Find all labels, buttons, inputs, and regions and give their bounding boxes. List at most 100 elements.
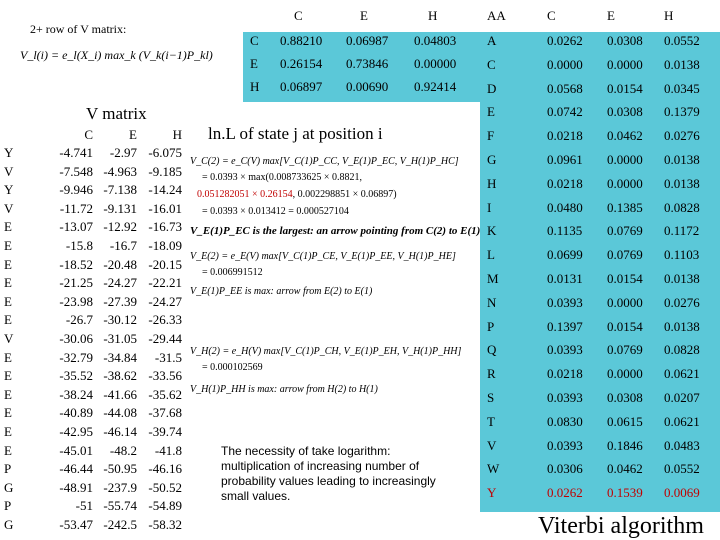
vc-line1: V_C(2) = e_C(V) max[V_C(1)P_CC, V_E(1)P_… <box>190 156 459 167</box>
vmatrix-cell: -242.5 <box>103 517 137 532</box>
vmatrix-cell: -14.24 <box>148 182 182 198</box>
transition-cell: 0.88210 <box>280 33 323 48</box>
emission-cell: 0.0262 <box>547 485 583 501</box>
vmatrix-row-label: E <box>4 424 12 439</box>
vmatrix-row-label: E <box>4 293 12 309</box>
vmatrix-col-header: E <box>129 127 137 142</box>
vmatrix-cell: -9.946 <box>59 182 93 198</box>
vmatrix-cell: -33.56 <box>148 368 182 384</box>
vmatrix-cell: -21.25 <box>59 275 93 291</box>
emission-cell: 0.0308 <box>607 33 643 48</box>
emission-cell: 0.1379 <box>664 104 700 120</box>
emission-cell: 0.0828 <box>664 199 700 215</box>
vmatrix-cell: -12.92 <box>103 219 137 235</box>
emission-cell: 0.0138 <box>664 175 700 191</box>
transition-row-label: E <box>250 56 258 71</box>
emission-cell: 0.0393 <box>547 390 583 405</box>
vmatrix-cell: -22.21 <box>148 275 182 291</box>
vmatrix-row-label: V <box>4 331 14 346</box>
vmatrix-cell: -16.01 <box>148 200 182 216</box>
vmatrix-row-label: E <box>4 219 12 235</box>
emission-cell: 0.0207 <box>664 390 700 405</box>
vmatrix-cell: -29.44 <box>148 331 182 346</box>
emission-cell: 0.0830 <box>547 413 583 429</box>
transition-row-label: C <box>250 33 259 48</box>
vc-line3-max: 0.051282051 × 0.26154 <box>197 189 293 200</box>
vmatrix-cell: -7.138 <box>103 182 137 198</box>
emission-cell: 0.1385 <box>607 199 643 215</box>
vmatrix-cell: -24.27 <box>148 293 182 309</box>
vmatrix-cell: -34.84 <box>103 349 137 365</box>
emission-row-label: I <box>487 199 492 215</box>
emission-row-label: R <box>487 366 496 382</box>
emission-cell: 0.0961 <box>547 152 583 167</box>
emission-cell: 0.0480 <box>547 199 583 215</box>
vmatrix-cell: -41.8 <box>154 442 182 458</box>
vmatrix-cell: -23.98 <box>59 293 93 309</box>
recurrence-formula: V_l(i) = e_l(X_i) max_k (V_k(i−1)P_kl) <box>20 48 213 62</box>
emission-row-label: F <box>487 128 495 144</box>
vmatrix-cell: -20.48 <box>103 256 137 272</box>
vmatrix-cell: -37.68 <box>148 405 182 421</box>
vmatrix-cell: -45.01 <box>59 442 93 458</box>
vmatrix-cell: -13.07 <box>59 219 93 235</box>
vmatrix-cell: -26.7 <box>65 312 93 328</box>
emission-cell: 0.0742 <box>547 104 583 120</box>
emission-cell: 0.0345 <box>664 80 700 96</box>
emission-cell: 0.0154 <box>607 271 643 286</box>
emission-col-header: E <box>607 8 615 23</box>
vc-line2: = 0.0393 × max(0.008733625 × 0.8821, <box>202 172 362 183</box>
vmatrix-cell: -50.95 <box>103 461 137 477</box>
vmatrix-cell: -48.2 <box>109 442 137 458</box>
vc-line3-rest: , 0.002298851 × 0.06897) <box>292 189 397 200</box>
vmatrix-cell: -30.06 <box>59 331 93 346</box>
vmatrix-cell: -46.16 <box>148 461 182 477</box>
vmatrix-row-label: G <box>4 517 14 532</box>
emission-table <box>480 0 720 512</box>
vmatrix-cell: -35.62 <box>148 386 182 402</box>
vmatrix-cell: -50.52 <box>148 479 182 495</box>
ve-note: V_E(1)P_EE is max: arrow from E(2) to E(… <box>190 286 373 297</box>
vmatrix-cell: -30.12 <box>103 312 137 328</box>
emission-cell: 0.0276 <box>664 294 700 310</box>
emission-row-label: K <box>487 223 497 239</box>
ve-line1: V_E(2) = e_E(V) max[V_C(1)P_CE, V_E(1)P_… <box>190 251 456 262</box>
vmatrix-cell: -27.39 <box>103 293 137 309</box>
emission-cell: 0.0828 <box>664 342 700 358</box>
emission-cell: 0.0769 <box>607 223 643 239</box>
vmatrix-col-header: C <box>84 127 93 142</box>
emission-cell: 0.0000 <box>607 175 643 191</box>
transition-cell: 0.06987 <box>346 33 389 48</box>
emission-cell: 0.0000 <box>607 366 643 382</box>
emission-cell: 0.0552 <box>664 33 700 48</box>
emission-row-label: M <box>487 271 499 286</box>
vmatrix-cell: -16.7 <box>109 238 137 253</box>
vmatrix-row-label: G <box>4 479 14 495</box>
vmatrix-cell: -46.44 <box>59 461 93 477</box>
emission-cell: 0.0552 <box>664 461 700 477</box>
emission-cell: 0.0138 <box>664 271 700 286</box>
emission-cell: 0.0462 <box>607 128 643 144</box>
vmatrix-row-label: E <box>4 312 12 328</box>
transition-row-label: H <box>250 79 260 94</box>
emission-cell: 0.0769 <box>607 342 643 358</box>
emission-cell: 0.1172 <box>664 223 700 239</box>
vmatrix-cell: -26.33 <box>148 312 182 328</box>
ve-line2: = 0.006991512 <box>202 267 263 278</box>
vh-line2: = 0.000102569 <box>202 362 263 373</box>
vmatrix-cell: -58.32 <box>148 517 182 532</box>
transition-cell: 0.26154 <box>280 56 323 71</box>
footer-title: Viterbi algorithm <box>538 513 704 539</box>
vmatrix-cell: -44.08 <box>103 405 137 421</box>
vmatrix-row-label: E <box>4 349 12 365</box>
emission-cell: 0.0276 <box>664 128 700 144</box>
transition-cell: 0.06897 <box>280 79 323 94</box>
vmatrix-cell: -55.74 <box>103 498 137 514</box>
vmatrix-cell: -4.963 <box>103 163 137 179</box>
emission-cell: 0.0131 <box>547 271 583 286</box>
emission-col-header: H <box>664 8 674 23</box>
emission-col-header: C <box>547 8 556 23</box>
emission-cell: 0.0699 <box>547 247 583 263</box>
vmatrix-cell: -20.15 <box>148 256 182 272</box>
vh-note: V_H(1)P_HH is max: arrow from H(2) to H(… <box>190 384 378 395</box>
